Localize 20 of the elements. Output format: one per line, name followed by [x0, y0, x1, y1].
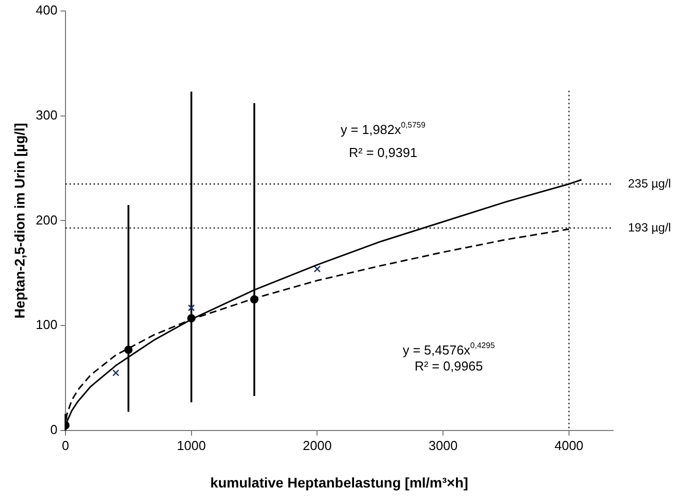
point [314, 266, 321, 272]
x-tick-label: 2000 [302, 438, 332, 453]
annotation: R² = 0,9965 [414, 358, 483, 374]
y-tick-label: 100 [36, 317, 58, 332]
point [124, 346, 133, 354]
y-axis-title: Heptan-2,5-dion im Urin [µg/l] [11, 122, 28, 318]
annotation: R² = 0,9391 [348, 145, 418, 160]
x-tick-label: 3000 [428, 438, 458, 453]
ref-line-label: 235 µg/l [628, 176, 671, 190]
y-tick-label: 300 [36, 107, 58, 122]
y-tick-label: 200 [36, 212, 58, 228]
y-tick-label: 0 [50, 422, 58, 438]
ref-line-label: 193 µg/l [628, 220, 671, 234]
x-tick-label: 4000 [554, 438, 584, 453]
x-tick-label: 1000 [176, 438, 206, 453]
point [188, 304, 195, 312]
point [112, 369, 120, 376]
y-tick-label: 400 [36, 2, 58, 18]
x-axis-title: kumulative Heptanbelastung [ml/m³×h] [210, 474, 468, 490]
x-tick-label: 0 [62, 438, 70, 453]
